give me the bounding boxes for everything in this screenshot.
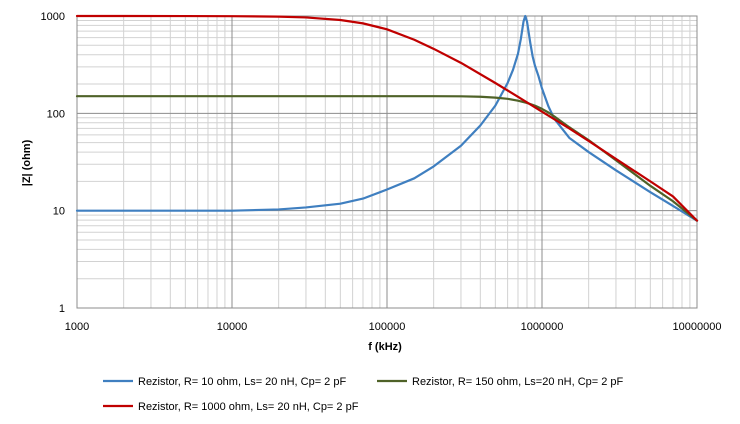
x-axis-title: f (kHz) bbox=[368, 341, 402, 353]
legend-label-series-1: Rezistor, R= 10 ohm, Ls= 20 nH, Cp= 2 pF bbox=[138, 376, 346, 388]
y-tick-label: 1 bbox=[59, 303, 65, 315]
tick-layer: 1000 10000 100000 1000000 10000000 1 10 100 1000 bbox=[41, 11, 722, 333]
series-line-3 bbox=[75, 14, 699, 222]
legend-label-series-3: Rezistor, R= 1000 ohm, Ls= 20 nH, Cp= 2 … bbox=[138, 401, 359, 413]
legend-item-series-3: Rezistor, R= 1000 ohm, Ls= 20 nH, Cp= 2 … bbox=[103, 401, 359, 413]
x-tick-label: 10000000 bbox=[673, 321, 722, 333]
y-tick-label: 10 bbox=[53, 206, 65, 218]
legend-item-series-1: Rezistor, R= 10 ohm, Ls= 20 nH, Cp= 2 pF bbox=[103, 376, 346, 388]
y-tick-label: 100 bbox=[47, 108, 65, 120]
axis-layer bbox=[76, 15, 698, 309]
x-tick-label: 1000000 bbox=[521, 321, 564, 333]
series-layer bbox=[75, 14, 699, 222]
y-axis-title: |Z| (ohm) bbox=[21, 139, 33, 186]
legend-item-series-2: Rezistor, R= 150 ohm, Ls=20 nH, Cp= 2 pF bbox=[377, 376, 624, 388]
x-tick-label: 1000 bbox=[65, 321, 89, 333]
y-tick-label: 1000 bbox=[41, 11, 65, 23]
series-line-1 bbox=[75, 14, 699, 222]
x-tick-label: 10000 bbox=[217, 321, 248, 333]
legend-label-series-2: Rezistor, R= 150 ohm, Ls=20 nH, Cp= 2 pF bbox=[412, 376, 624, 388]
x-tick-label: 100000 bbox=[369, 321, 406, 333]
legend: Rezistor, R= 10 ohm, Ls= 20 nH, Cp= 2 pF… bbox=[103, 376, 624, 413]
plot-area-border bbox=[76, 15, 698, 309]
